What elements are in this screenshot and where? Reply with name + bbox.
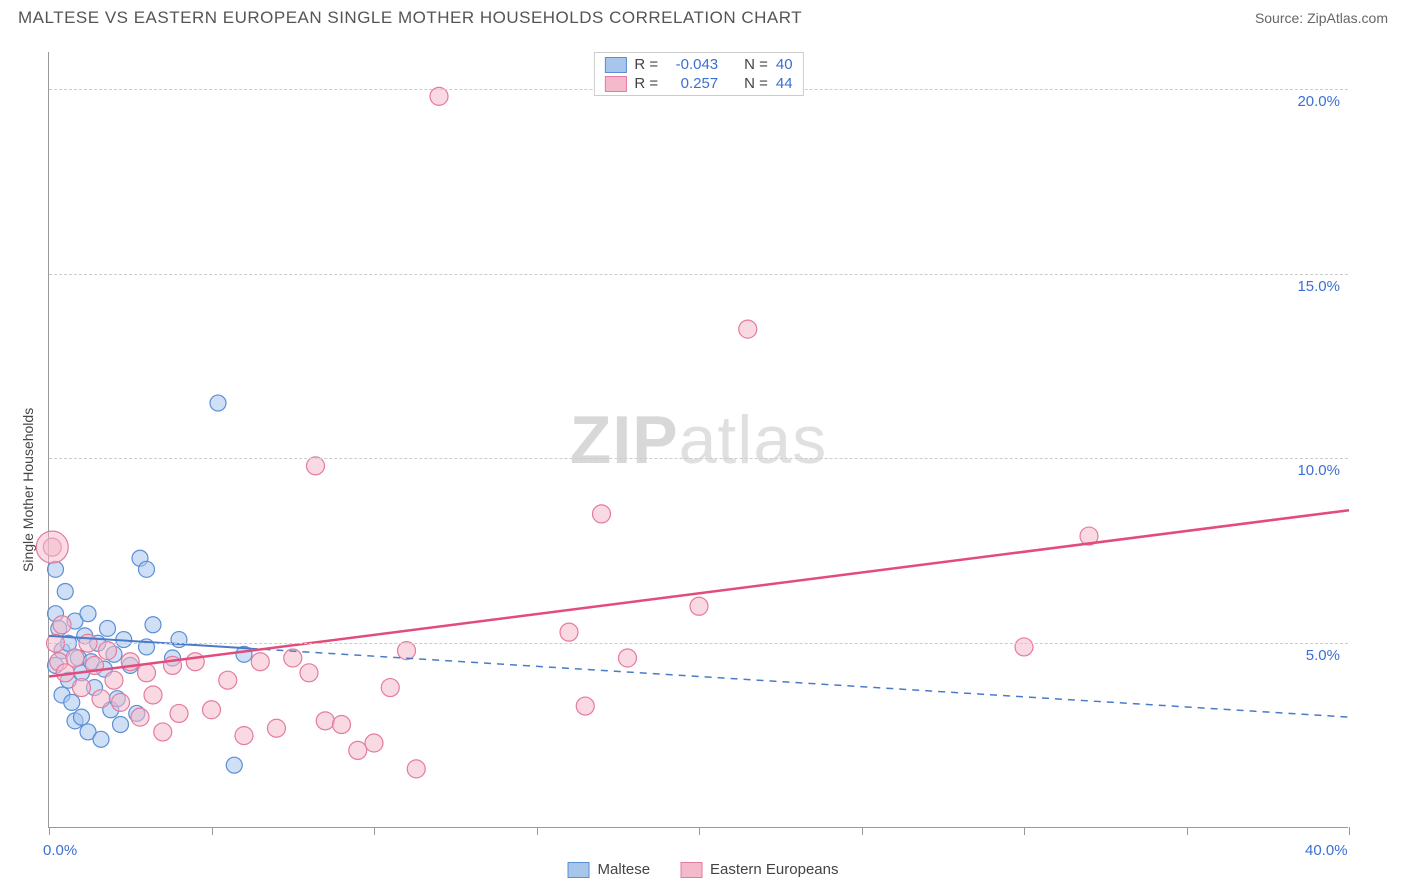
data-point	[131, 708, 149, 726]
data-point	[1015, 638, 1033, 656]
data-point	[53, 616, 71, 634]
data-point	[381, 679, 399, 697]
data-point	[219, 671, 237, 689]
swatch-maltese	[604, 57, 626, 73]
x-tick	[699, 827, 700, 835]
chart-header: MALTESE VS EASTERN EUROPEAN SINGLE MOTHE…	[0, 0, 1406, 32]
x-tick-label: 0.0%	[43, 842, 77, 859]
data-point	[739, 320, 757, 338]
y-tick-label: 15.0%	[1297, 278, 1340, 295]
data-point	[430, 87, 448, 105]
n-label: N =	[744, 56, 768, 73]
data-point	[154, 723, 172, 741]
legend-label-maltese: Maltese	[598, 861, 651, 878]
data-point	[73, 679, 91, 697]
data-point	[48, 561, 64, 577]
data-point	[105, 671, 123, 689]
correlation-row-1: R = -0.043 N = 40	[604, 55, 792, 74]
data-point	[251, 653, 269, 671]
r-label: R =	[634, 56, 658, 73]
y-tick-label: 5.0%	[1306, 647, 1340, 664]
data-point	[170, 704, 188, 722]
correlation-legend: R = -0.043 N = 40 R = 0.257 N = 44	[593, 52, 803, 96]
data-point	[268, 719, 286, 737]
correlation-row-2: R = 0.257 N = 44	[604, 74, 792, 93]
data-point	[113, 717, 129, 733]
data-point	[365, 734, 383, 752]
x-tick	[49, 827, 50, 835]
gridline-h	[49, 274, 1348, 275]
data-point	[186, 653, 204, 671]
y-tick-label: 10.0%	[1297, 462, 1340, 479]
swatch-eastern	[604, 76, 626, 92]
data-point	[235, 727, 253, 745]
data-point	[112, 693, 130, 711]
r-value-2: 0.257	[666, 75, 718, 92]
data-point	[144, 686, 162, 704]
data-point	[316, 712, 334, 730]
data-point	[560, 623, 578, 641]
data-point	[690, 597, 708, 615]
data-point	[593, 505, 611, 523]
x-tick	[537, 827, 538, 835]
y-tick-label: 20.0%	[1297, 93, 1340, 110]
x-tick	[1187, 827, 1188, 835]
x-tick-label: 40.0%	[1305, 842, 1348, 859]
data-point	[226, 757, 242, 773]
y-axis-label: Single Mother Households	[20, 408, 36, 572]
gridline-h	[49, 458, 1348, 459]
data-point	[300, 664, 318, 682]
n-value-1: 40	[776, 56, 793, 73]
legend-item-maltese: Maltese	[568, 861, 651, 878]
plot-area: ZIPatlas R = -0.043 N = 40 R = 0.257 N =…	[48, 52, 1348, 828]
x-tick	[374, 827, 375, 835]
trend-line-solid	[49, 510, 1349, 676]
x-tick	[1024, 827, 1025, 835]
chart-container: Single Mother Households ZIPatlas R = -0…	[0, 32, 1406, 884]
n-label: N =	[744, 75, 768, 92]
series-legend: Maltese Eastern Europeans	[568, 861, 839, 878]
n-value-2: 44	[776, 75, 793, 92]
trend-line-dashed	[251, 648, 1350, 717]
data-point	[333, 716, 351, 734]
data-point	[92, 690, 110, 708]
data-point	[57, 584, 73, 600]
data-point	[407, 760, 425, 778]
data-point	[398, 642, 416, 660]
data-point	[349, 741, 367, 759]
data-point	[576, 697, 594, 715]
data-point-large	[36, 531, 68, 563]
data-point	[307, 457, 325, 475]
data-point	[93, 731, 109, 747]
data-point	[203, 701, 221, 719]
gridline-h	[49, 643, 1348, 644]
r-value-1: -0.043	[666, 56, 718, 73]
x-tick	[862, 827, 863, 835]
data-point	[74, 709, 90, 725]
data-point	[619, 649, 637, 667]
legend-item-eastern: Eastern Europeans	[680, 861, 838, 878]
x-tick	[212, 827, 213, 835]
data-point	[99, 642, 117, 660]
r-label: R =	[634, 75, 658, 92]
data-point	[100, 620, 116, 636]
swatch-eastern-bottom	[680, 862, 702, 878]
chart-svg	[49, 52, 1348, 827]
swatch-maltese-bottom	[568, 862, 590, 878]
chart-source: Source: ZipAtlas.com	[1255, 10, 1388, 26]
data-point	[64, 694, 80, 710]
data-point	[145, 617, 161, 633]
legend-label-eastern: Eastern Europeans	[710, 861, 838, 878]
data-point	[80, 606, 96, 622]
data-point	[66, 649, 84, 667]
data-point	[138, 664, 156, 682]
data-point	[139, 561, 155, 577]
chart-title: MALTESE VS EASTERN EUROPEAN SINGLE MOTHE…	[18, 8, 802, 28]
data-point	[210, 395, 226, 411]
x-tick	[1349, 827, 1350, 835]
